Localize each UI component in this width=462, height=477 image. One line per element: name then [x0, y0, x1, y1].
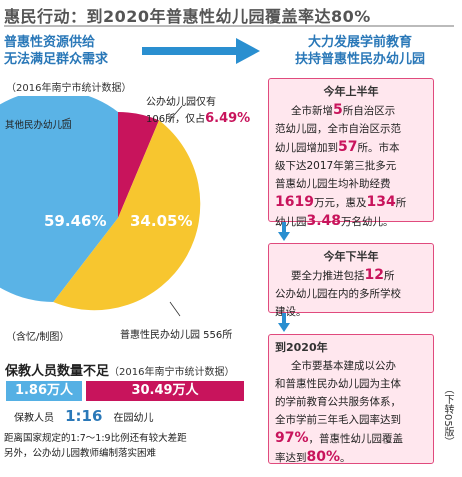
puhui-label: 普惠性民办幼儿园 556所 — [120, 330, 233, 341]
ratio-left-label: 保教人员 — [14, 413, 54, 424]
b1-text-7a: 幼儿园 — [275, 216, 307, 228]
down-arrow-shaft-1 — [282, 222, 286, 234]
b1-text-3b: 所。市本 — [357, 142, 400, 154]
b3-num-1: 97% — [275, 430, 309, 446]
box-2020-line-1: 全市要基本建成以公办 — [275, 357, 427, 375]
staff-title: 保教人员数量不足 — [5, 364, 110, 379]
b1-text-6a: 万元，惠及 — [313, 197, 367, 209]
b2-text-1b: 所 — [383, 270, 395, 282]
b2-num-1: 12 — [364, 267, 384, 283]
box-first-half-line-2: 范幼儿园，全市自治区示范 — [275, 123, 401, 135]
box-first-half-title: 今年上半年 — [323, 85, 379, 98]
box-2020-line-2: 和普惠性民办幼儿园为主体 — [275, 378, 401, 390]
box-first-half-line-1: 全市新增5所自治区示 — [275, 101, 427, 120]
box-second-half-line-2: 公办幼儿园在内的多所学校 — [275, 288, 401, 300]
pie-pct-puhui: 34.05% — [130, 212, 193, 230]
box-second-half-line-1: 要全力推进包括12所 — [275, 266, 427, 285]
public-note-line-2: 106所，仅占6.49% — [146, 111, 250, 128]
box-2020-line-5: 97%，普惠性幼儿园覆盖 — [275, 429, 427, 448]
credit: （含忆/制图） — [6, 332, 70, 343]
source-note: （2016年南宁市统计数据） — [6, 83, 132, 94]
box-2020: 到2020年 全市要基本建成以公办 和普惠性民办幼儿园为主体 的学前教育公共服务… — [268, 334, 434, 467]
box-first-half-line-4: 级下达2017年第三批多元 — [275, 160, 397, 172]
b1-num-1: 5 — [333, 102, 343, 118]
box-first-half: 今年上半年 全市新增5所自治区示 范幼儿园，全市自治区示范 幼儿园增加到57所。… — [268, 78, 434, 229]
staff-footnote: 距离国家规定的1:7～1:9比例还有较大差距 另外，公办幼儿园教师编制落实困难 — [4, 431, 187, 461]
ratio-right-label: 在园幼儿 — [113, 413, 154, 424]
right-heading: 大力发展学前教育 扶持普惠性民办幼儿园 — [265, 34, 455, 68]
box-2020-title: 到2020年 — [275, 341, 328, 354]
box-first-half-line-5: 普惠幼儿园生均补助经费 — [275, 178, 391, 190]
ratio-value: 1:16 — [65, 407, 103, 425]
b1-text-1: 全市新增 — [291, 105, 333, 117]
right-heading-line-1: 大力发展学前教育 — [307, 35, 412, 50]
b3-text-5b: ，普惠性幼儿园覆盖 — [308, 433, 404, 445]
down-arrow-icon — [278, 232, 290, 241]
left-heading-line-2: 无法满足群众需求 — [4, 52, 109, 67]
staff-heading: 保教人员数量不足（2016年南宁市统计数据） — [5, 360, 234, 379]
staff-footnote-line-1: 距离国家规定的1:7～1:9比例还有较大差距 — [4, 433, 187, 444]
box-first-half-line-3: 幼儿园增加到57所。市本 — [275, 138, 427, 157]
b1-num-4: 134 — [366, 194, 396, 210]
left-heading: 普惠性资源供给 无法满足群众需求 — [4, 34, 108, 68]
pie-slice-public — [118, 112, 159, 218]
b3-text-6a: 率达到 — [275, 452, 307, 464]
box-2020-line-3: 的学前教育公共服务体系， — [275, 396, 401, 408]
box-2020-line-6: 率达到80%。 — [275, 448, 427, 467]
headline-rule — [4, 25, 454, 27]
b3-num-2: 80% — [306, 449, 341, 465]
box-second-half-line-3: 建设。 — [275, 306, 307, 318]
b3-text-1: 全市要基本建成以公办 — [291, 360, 396, 372]
children-value-bar: 30.49万人 — [86, 381, 244, 401]
down-arrow-icon-2 — [278, 323, 290, 332]
b1-text-3a: 幼儿园增加到 — [275, 142, 338, 154]
public-note: 公办幼儿园仅有 106所，仅占6.49% — [146, 95, 250, 128]
staff-footnote-line-2: 另外，公办幼儿园教师编制落实困难 — [4, 448, 157, 459]
public-note-count: 106所，仅占 — [146, 114, 206, 125]
b2-text-1a: 要全力推进包括 — [291, 270, 365, 282]
right-arrow-icon — [142, 38, 260, 64]
pie-slice-puhui — [53, 120, 201, 311]
b1-num-2: 57 — [338, 139, 358, 155]
continued-note: （下转05版） — [442, 384, 453, 447]
public-pct: 6.49% — [205, 111, 251, 126]
b1-num-5: 3.48 — [306, 213, 342, 229]
pie-pct-other: 59.46% — [44, 212, 107, 230]
b1-num-3: 1619 — [275, 194, 314, 210]
b1-text-7b: 万名幼儿。 — [341, 216, 394, 228]
b3-text-6b: 。 — [340, 452, 351, 464]
down-arrow-shaft-2 — [282, 313, 286, 325]
staff-source: （2016年南宁市统计数据） — [109, 367, 235, 378]
box-second-half-title: 今年下半年 — [323, 250, 379, 263]
ratio-row: 保教人员 1:16 在园幼儿 — [14, 406, 154, 425]
other-kindergarten-label: 其他民办幼儿园 — [5, 120, 72, 131]
public-note-line-1: 公办幼儿园仅有 — [146, 97, 216, 108]
staff-value-bar: 1.86万人 — [6, 381, 82, 401]
headline-text: 惠民行动：到2020年普惠性幼儿园覆盖率达80% — [4, 7, 371, 26]
right-heading-line-2: 扶持普惠性民办幼儿园 — [294, 52, 425, 67]
pie-slice-other — [0, 96, 118, 302]
box-first-half-line-6: 1619万元，惠及134所 — [275, 193, 427, 212]
left-heading-line-1: 普惠性资源供给 — [4, 35, 96, 50]
box-first-half-line-7: 幼儿园3.48万名幼儿。 — [275, 212, 427, 231]
b1-text-6b: 所 — [395, 197, 407, 209]
box-second-half: 今年下半年 要全力推进包括12所 公办幼儿园在内的多所学校 建设。 — [268, 243, 434, 318]
box-2020-line-4: 全市学前三年毛入园率达到 — [275, 414, 401, 426]
b1-text-1b: 所自治区示 — [342, 105, 396, 117]
pie-chart — [0, 96, 201, 317]
headline: 惠民行动：到2020年普惠性幼儿园覆盖率达80% — [4, 3, 454, 27]
